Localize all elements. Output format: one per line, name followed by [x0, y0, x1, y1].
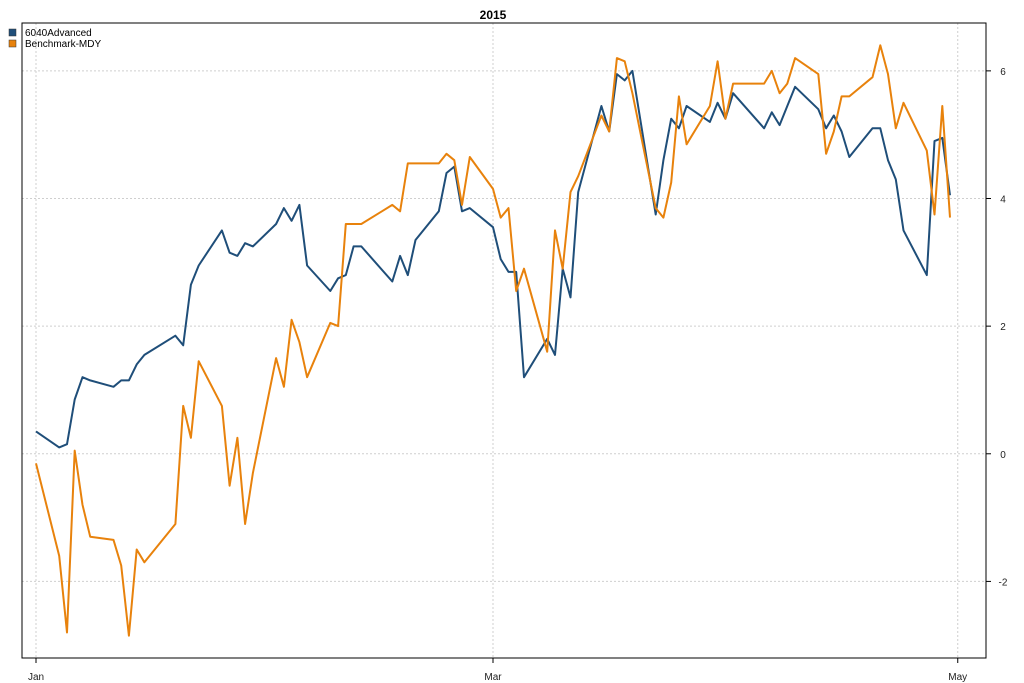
- x-tick-label: Mar: [484, 672, 502, 683]
- series-line-6040advanced: [35, 69, 951, 449]
- series-line-benchmark-mdy: [35, 44, 951, 637]
- x-tick-label: Jan: [28, 672, 44, 683]
- legend-swatch-6040advanced: [8, 28, 17, 37]
- y-tick-label: -2: [999, 577, 1008, 588]
- axes: -2 0 2 4 6 Jan Mar May: [28, 67, 1008, 683]
- y-tick-label: 0: [1000, 450, 1006, 461]
- x-tick-label: May: [948, 672, 967, 683]
- legend-swatch-benchmark-mdy: [8, 39, 17, 48]
- chart-title: 2015: [480, 8, 507, 22]
- series-lines: [35, 44, 951, 637]
- plot-frame: [21, 22, 987, 659]
- legend-label-6040advanced: 6040Advanced: [25, 28, 92, 39]
- legend-label-benchmark-mdy: Benchmark-MDY: [25, 39, 101, 50]
- grid-lines: [22, 23, 986, 658]
- y-tick-label: 6: [1000, 67, 1006, 78]
- y-tick-label: 2: [1000, 322, 1006, 333]
- y-tick-label: 4: [1000, 195, 1006, 206]
